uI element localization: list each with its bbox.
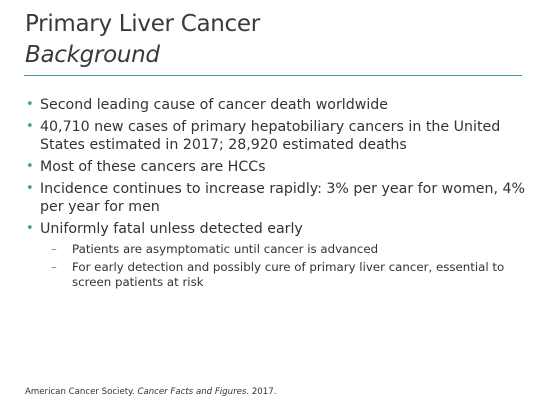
- bullet-text: Incidence continues to increase rapidly:…: [40, 181, 526, 215]
- bullet-text: Uniformly fatal unless detected early: [40, 221, 303, 237]
- bullet-text: 40,710 new cases of primary hepatobiliar…: [40, 119, 501, 153]
- bullet-marker: •: [26, 221, 34, 236]
- sub-bullet-text: For early detection and possibly cure of…: [72, 260, 505, 289]
- bullet-item: • 40,710 new cases of primary hepatobili…: [26, 118, 526, 154]
- citation-footer: American Cancer Society. Cancer Facts an…: [25, 387, 276, 398]
- bullet-item: • Uniformly fatal unless detected early: [26, 220, 526, 238]
- bullet-item: • Incidence continues to increase rapidl…: [26, 180, 526, 216]
- bullet-item: • Most of these cancers are HCCs: [26, 158, 526, 176]
- bullet-marker: •: [26, 181, 34, 196]
- slide-subtitle: Background: [25, 42, 160, 68]
- citation-source: American Cancer Society.: [25, 387, 135, 397]
- slide-title: Primary Liver Cancer: [25, 11, 260, 37]
- bullet-text: Most of these cancers are HCCs: [40, 159, 266, 175]
- bullet-item: • Second leading cause of cancer death w…: [26, 96, 526, 114]
- citation-year: . 2017.: [246, 387, 277, 397]
- bullet-marker: •: [26, 119, 34, 134]
- bullet-marker: •: [26, 159, 34, 174]
- sub-bullet-item: – For early detection and possibly cure …: [26, 260, 526, 290]
- title-divider: [24, 75, 522, 76]
- sub-bullet-marker: –: [51, 260, 57, 274]
- bullet-list: • Second leading cause of cancer death w…: [26, 96, 526, 293]
- bullet-text: Second leading cause of cancer death wor…: [40, 97, 389, 113]
- citation-publication: Cancer Facts and Figures: [137, 387, 247, 397]
- bullet-marker: •: [26, 97, 34, 112]
- sub-bullet-marker: –: [51, 242, 57, 256]
- sub-bullet-text: Patients are asymptomatic until cancer i…: [72, 242, 379, 256]
- sub-bullet-item: – Patients are asymptomatic until cancer…: [26, 242, 526, 257]
